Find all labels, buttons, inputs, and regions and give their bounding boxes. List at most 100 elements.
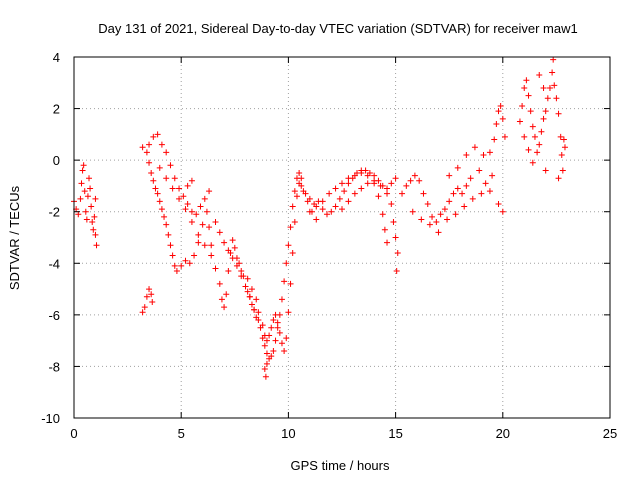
data-point	[80, 162, 87, 169]
data-point	[276, 329, 283, 336]
data-point	[165, 231, 172, 238]
data-point	[238, 268, 245, 275]
data-point	[390, 219, 397, 226]
y-tick-label: -8	[48, 359, 60, 374]
data-point	[246, 293, 253, 300]
data-point	[285, 242, 292, 249]
data-point	[429, 213, 436, 220]
data-point	[86, 175, 93, 182]
data-point	[255, 317, 262, 324]
data-point	[463, 151, 470, 158]
y-tick-label: -10	[41, 411, 60, 426]
data-point	[208, 252, 215, 259]
data-point	[248, 286, 255, 293]
data-point	[84, 193, 91, 200]
data-point	[399, 190, 406, 197]
data-point	[281, 278, 288, 285]
data-point	[379, 211, 386, 218]
data-point	[92, 195, 99, 202]
data-point	[143, 149, 150, 156]
data-point	[154, 131, 161, 138]
data-point	[482, 180, 489, 187]
data-point	[555, 110, 562, 117]
data-point	[495, 200, 502, 207]
data-point	[216, 280, 223, 287]
data-point	[180, 193, 187, 200]
data-point	[546, 84, 553, 91]
data-point	[163, 149, 170, 156]
data-point	[454, 185, 461, 192]
data-point	[313, 203, 320, 210]
data-point	[561, 144, 568, 151]
data-point	[197, 203, 204, 210]
data-point	[454, 164, 461, 171]
data-point	[167, 242, 174, 249]
data-point	[392, 234, 399, 241]
data-point	[163, 175, 170, 182]
data-point	[469, 195, 476, 202]
data-point	[212, 219, 219, 226]
data-point	[78, 180, 85, 187]
data-point	[519, 102, 526, 109]
data-point	[182, 206, 189, 213]
data-point	[156, 164, 163, 171]
data-point	[319, 198, 326, 205]
data-point	[441, 206, 448, 213]
data-point	[139, 309, 146, 316]
data-point	[476, 167, 483, 174]
data-point	[540, 84, 547, 91]
data-point	[463, 182, 470, 189]
data-point	[169, 252, 176, 259]
data-point	[216, 229, 223, 236]
data-point	[206, 224, 213, 231]
data-point	[79, 167, 86, 174]
data-point	[450, 190, 457, 197]
data-point	[169, 185, 176, 192]
y-tick-label: -4	[48, 256, 60, 271]
data-point	[83, 216, 90, 223]
data-point	[244, 275, 251, 282]
data-point	[495, 108, 502, 115]
data-point	[381, 226, 388, 233]
data-point	[424, 200, 431, 207]
data-point	[418, 216, 425, 223]
data-point	[345, 198, 352, 205]
data-point	[150, 133, 157, 140]
data-point	[161, 213, 168, 220]
data-point	[444, 216, 451, 223]
data-point	[371, 172, 378, 179]
data-point	[274, 319, 281, 326]
y-tick-label: -2	[48, 205, 60, 220]
data-point	[206, 188, 213, 195]
chart-title: Day 131 of 2021, Sidereal Day-to-day VTE…	[98, 21, 578, 36]
y-axis-label: SDTVAR / TECUs	[7, 185, 22, 290]
data-point	[345, 175, 352, 182]
data-point	[191, 252, 198, 259]
data-point	[471, 144, 478, 151]
data-point	[420, 190, 427, 197]
data-point	[82, 208, 89, 215]
data-point	[433, 219, 440, 226]
data-point	[178, 262, 185, 269]
data-point	[527, 108, 534, 115]
data-point	[87, 185, 94, 192]
data-point	[152, 185, 159, 192]
data-point	[393, 268, 400, 275]
data-point	[446, 198, 453, 205]
data-point	[156, 198, 163, 205]
data-point	[375, 193, 382, 200]
data-point	[283, 335, 290, 342]
data-point	[263, 360, 270, 367]
data-point	[244, 288, 251, 295]
data-point	[201, 242, 208, 249]
data-point	[416, 177, 423, 184]
data-point	[362, 167, 369, 174]
y-tick-label: 0	[53, 153, 60, 168]
data-point	[93, 242, 100, 249]
data-point	[551, 82, 558, 89]
data-point	[328, 208, 335, 215]
data-point	[486, 188, 493, 195]
data-point	[364, 172, 371, 179]
data-point	[263, 337, 270, 344]
data-point	[339, 180, 345, 187]
